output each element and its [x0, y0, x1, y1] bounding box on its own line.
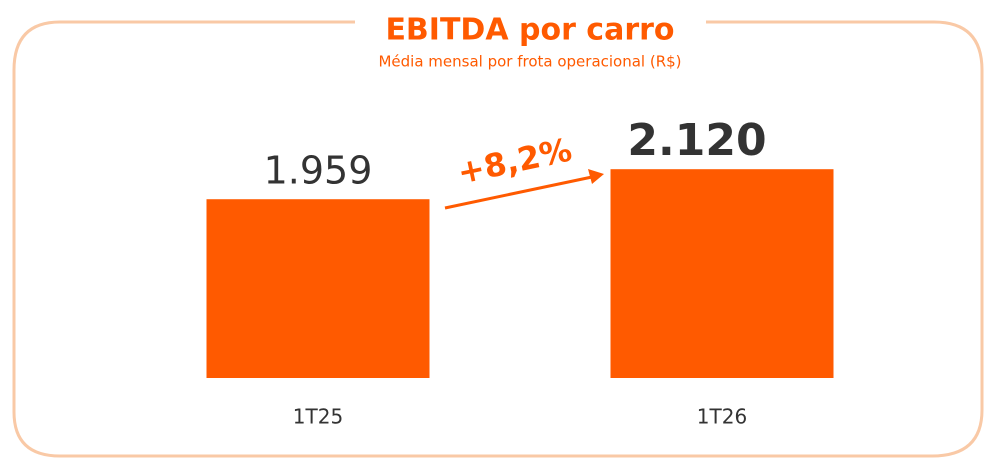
- arrow-head: [588, 169, 604, 184]
- annotation: +8,2%: [454, 130, 575, 191]
- chart-subtitle: Média mensal por frota operacional (R$): [378, 53, 681, 71]
- arrow: [444, 175, 593, 210]
- bar: [206, 199, 430, 378]
- chart-title: EBITDA por carro: [385, 13, 674, 48]
- x-tick-label: 1T26: [697, 405, 747, 429]
- value-label: 1.959: [264, 149, 373, 193]
- value-label: 2.120: [627, 115, 766, 166]
- x-tick-label: 1T25: [293, 405, 343, 429]
- bar: [610, 169, 834, 378]
- frame: [12, 20, 984, 458]
